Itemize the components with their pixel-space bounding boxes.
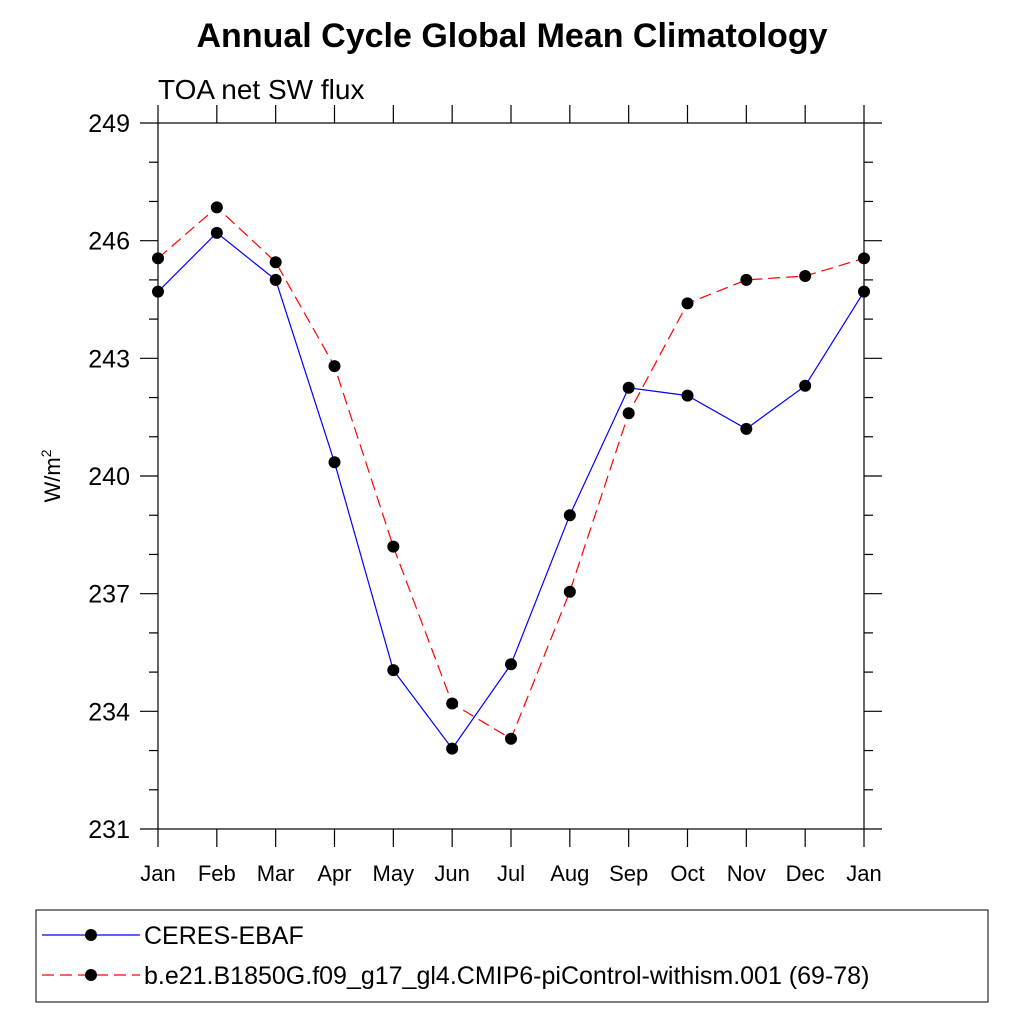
legend-marker [85,969,97,981]
y-axis-label: W/m2 [38,449,65,502]
data-point [387,664,400,677]
y-tick-label: 243 [88,345,130,373]
legend [35,909,989,1003]
data-point [622,407,635,420]
data-point [328,360,341,373]
x-tick-label: Jan [140,861,175,886]
legend-entry-2: b.e21.B1850G.f09_g17_gl4.CMIP6-piControl… [42,962,869,990]
plot-frame [157,122,865,830]
data-point [681,297,694,310]
data-point [858,285,870,298]
x-tick-label: Apr [317,861,351,886]
series-line [157,231,865,750]
axis-ticks [140,105,882,847]
y-axis-label-superscript: 2 [38,449,54,457]
data-point [269,273,282,286]
data-point [740,422,753,435]
data-point [563,509,576,522]
x-tick-label: Jun [434,861,469,886]
data-point [328,456,341,469]
x-tick-label: Oct [670,861,704,886]
chart-title: Annual Cycle Global Mean Climatology [197,17,828,55]
legend-entries: CERES-EBAF b.e21.B1850G.f09_g17_gl4.CMIP6… [42,922,869,990]
data-point [210,226,223,239]
y-tick-label: 237 [88,581,130,609]
x-tick-label: Sep [609,861,648,886]
x-tick-label: Aug [550,861,589,886]
series-1 [152,226,870,755]
data-point [446,742,459,755]
legend-entry-1: CERES-EBAF [42,922,304,950]
y-tick-label: 246 [88,228,130,256]
data-point [799,379,812,392]
x-tick-labels: Jan Feb Mar Apr May Jun Jul Aug Sep Oct Nov Dec Jan [140,861,881,886]
legend-label: b.e21.B1850G.f09_g17_gl4.CMIP6-piControl… [144,962,869,990]
y-axis-label-unit: W/m [40,457,65,502]
x-tick-label: Feb [198,861,236,886]
data-point [152,252,164,265]
data-point [446,697,459,710]
y-tick-label: 231 [88,816,130,844]
x-tick-label: May [373,861,415,886]
data-point [387,540,400,553]
data-point [740,273,753,286]
x-tick-label: Mar [257,861,295,886]
legend-marker [85,929,97,941]
y-tick-label: 240 [88,463,130,491]
data-point [622,381,635,394]
data-point [210,201,223,214]
data-point [505,732,517,745]
data-point [152,285,164,298]
data-point [858,252,870,265]
series-layer [152,201,870,755]
data-point [505,658,517,671]
x-tick-label: Nov [727,861,766,886]
x-tick-label: Jan [846,861,881,886]
data-point [799,269,812,282]
x-tick-label: Dec [786,861,825,886]
data-point [563,585,576,598]
data-point [269,256,282,269]
x-tick-label: Jul [497,861,525,886]
data-point [681,389,694,402]
legend-label: CERES-EBAF [144,922,304,950]
series-2 [152,201,870,745]
y-tick-label: 234 [88,698,130,726]
y-tick-labels: 231 234 237 240 243 246 249 [88,110,130,844]
chart-subtitle: TOA net SW flux [158,74,364,105]
y-tick-label: 249 [88,110,130,138]
